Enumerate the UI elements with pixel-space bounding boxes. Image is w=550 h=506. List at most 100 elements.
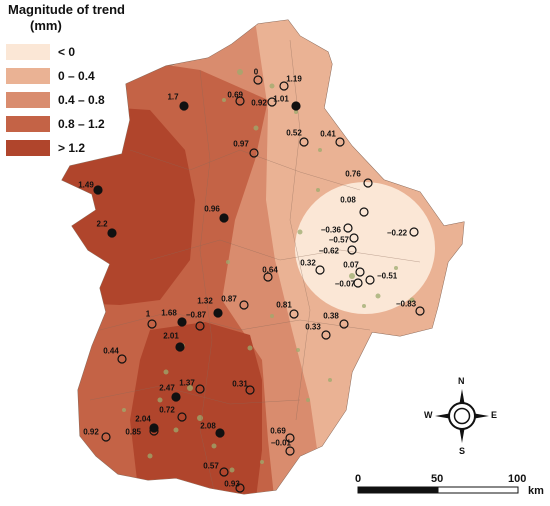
- scale-tick-0: 0: [355, 473, 362, 485]
- station: −0.87: [186, 311, 207, 331]
- station-marker-significant: [215, 428, 225, 438]
- station: 0.87: [221, 295, 249, 310]
- station-marker: [235, 96, 245, 106]
- station-label: 0.96: [204, 205, 220, 214]
- station-marker: [299, 137, 309, 147]
- station: 0.76: [345, 170, 373, 188]
- station-label: 0.44: [103, 347, 119, 356]
- station-label: −0.57: [329, 236, 350, 245]
- station-marker: [235, 483, 245, 493]
- legend-label: > 1.2: [58, 141, 86, 155]
- legend-title-line2: (mm): [30, 18, 62, 33]
- admin-boundaries: [89, 39, 421, 491]
- station-label: 0.69: [227, 91, 243, 100]
- station: 0: [253, 68, 263, 85]
- station-marker: [117, 354, 127, 364]
- station: 0.69: [270, 427, 295, 443]
- station-label: 0.33: [305, 323, 321, 332]
- legend-label: 0.4 – 0.8: [58, 93, 105, 107]
- station-label: 0.57: [203, 462, 219, 471]
- station: 0.07: [343, 261, 365, 277]
- station: 1.19: [279, 75, 302, 91]
- station: 0.85: [125, 426, 159, 437]
- station-marker: [239, 300, 249, 310]
- scale-tick-100: 100: [508, 473, 527, 485]
- station: 1.37: [179, 379, 205, 394]
- station-marker: [335, 137, 345, 147]
- station: 1.01: [273, 95, 301, 111]
- station-label: 2.47: [159, 384, 175, 393]
- station: 1.49: [78, 181, 103, 195]
- compass-west-label: W: [424, 410, 433, 420]
- compass-rose: [435, 389, 489, 443]
- station-marker-significant: [175, 342, 185, 352]
- station-marker: [279, 81, 289, 91]
- legend-label: < 0: [58, 45, 76, 59]
- station-marker: [195, 384, 205, 394]
- station-label: 0.52: [286, 129, 302, 138]
- compass-east-label: E: [491, 410, 498, 420]
- station-marker-significant: [177, 317, 187, 327]
- station: 0.57: [203, 462, 229, 477]
- station-label: 2.08: [200, 422, 216, 431]
- station: −0.36: [321, 223, 353, 235]
- station-marker: [409, 227, 419, 237]
- legend-label: 0.8 – 1.2: [58, 117, 105, 131]
- station-marker: [343, 223, 353, 233]
- station: 1: [146, 310, 157, 329]
- legend-swatch: [6, 140, 50, 156]
- station-marker: [195, 321, 205, 331]
- station-marker: [359, 207, 369, 217]
- station: 0.38: [323, 312, 349, 329]
- station-label: 0.31: [232, 380, 248, 389]
- station-marker-significant: [213, 308, 223, 318]
- zone-above-1.2-south: [130, 322, 262, 494]
- station: 0.31: [232, 380, 255, 395]
- station-label: 1.49: [78, 181, 94, 190]
- station-label: 1.37: [179, 379, 195, 388]
- station-marker: [289, 309, 299, 319]
- station-label: −0.62: [319, 247, 340, 256]
- station-label: 1: [146, 310, 151, 319]
- station: 2.08: [200, 422, 225, 438]
- station-label: 0.81: [276, 301, 292, 310]
- station: 0.41: [320, 130, 345, 147]
- station-marker: [253, 75, 263, 85]
- station-label: 2.01: [163, 332, 179, 341]
- scale-tick-50: 50: [431, 473, 444, 485]
- station-label: −0.51: [377, 272, 398, 281]
- station-marker-significant: [219, 213, 229, 223]
- legend-title-line1: Magnitude of trend: [8, 2, 125, 17]
- legend-swatch: [6, 44, 50, 60]
- station-label: 0.92: [83, 428, 99, 437]
- station-marker: [315, 265, 325, 275]
- station: 0.81: [276, 301, 299, 319]
- station-label: 1.19: [286, 75, 302, 84]
- station-marker-significant: [291, 101, 301, 111]
- station-label: 1.7: [167, 93, 179, 102]
- station-label: 0.76: [345, 170, 361, 179]
- station-marker-significant: [171, 392, 181, 402]
- station: −0.07: [335, 278, 363, 289]
- station-label: 2.04: [135, 415, 151, 424]
- station: 0.64: [262, 266, 278, 282]
- station-label: −0.36: [321, 226, 342, 235]
- zone-below-0: [295, 182, 435, 314]
- station: 0.08: [340, 196, 369, 217]
- station-label: −0.22: [387, 229, 408, 238]
- station-label: 0.92: [251, 99, 267, 108]
- station: 0.32: [300, 259, 325, 275]
- station-marker: [177, 412, 187, 422]
- station: 0.92: [83, 428, 111, 442]
- station-label: 0: [254, 68, 259, 77]
- station-label: 1.32: [197, 297, 213, 306]
- station: 2.04: [135, 415, 159, 433]
- station: −0.83: [396, 300, 425, 316]
- station-marker: [101, 432, 111, 442]
- station: −0.57: [329, 233, 359, 245]
- station-marker: [415, 306, 425, 316]
- station-label: 1.68: [161, 309, 177, 318]
- station-label: 0.07: [343, 261, 359, 270]
- station: 2.2: [96, 220, 117, 238]
- station-marker: [149, 426, 159, 436]
